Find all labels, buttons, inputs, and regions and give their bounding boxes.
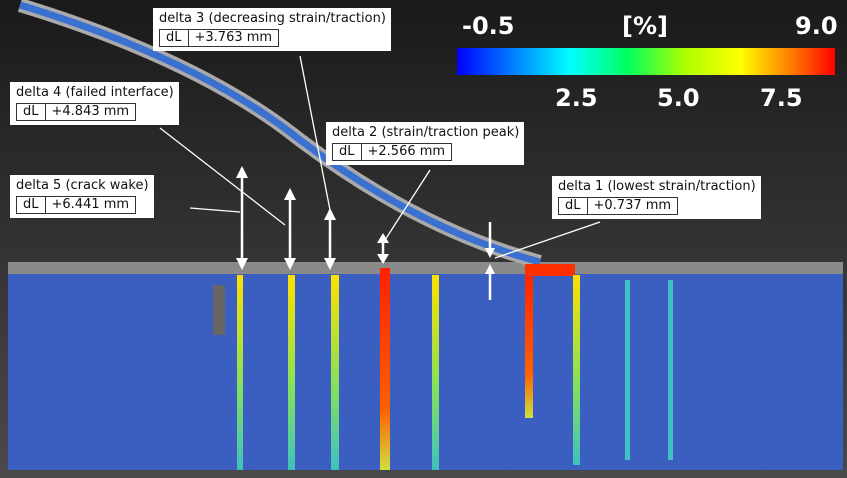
- annotation-value: +3.763 mm: [188, 30, 279, 46]
- colorbar-tick: 7.5: [760, 84, 803, 112]
- annotation-value: +6.441 mm: [45, 197, 136, 213]
- annotation-box: delta 5 (crack wake) dL+6.441 mm: [10, 175, 154, 218]
- annotation-title: delta 5 (crack wake): [16, 178, 149, 194]
- colorbar-min: -0.5: [462, 12, 514, 40]
- annotation-key: dL: [333, 144, 361, 160]
- annotation-title: delta 4 (failed interface): [16, 85, 174, 101]
- crack: [380, 268, 390, 470]
- annotation-key: dL: [17, 197, 45, 213]
- crack: [432, 275, 439, 470]
- colorbar-unit: [%]: [622, 12, 668, 40]
- crack: [668, 280, 673, 460]
- interface: [8, 262, 843, 274]
- annotation-title: delta 2 (strain/traction peak): [332, 125, 519, 141]
- colorbar-tick: 2.5: [555, 84, 598, 112]
- annotation-value: +0.737 mm: [587, 198, 678, 214]
- annotation-row: dL+4.843 mm: [16, 103, 136, 121]
- crack: [525, 268, 533, 418]
- annotation-box: delta 4 (failed interface) dL+4.843 mm: [10, 82, 179, 125]
- crack: [331, 275, 339, 470]
- annotation-box: delta 3 (decreasing strain/traction) dL+3…: [153, 8, 391, 51]
- strain-image: [0, 0, 847, 478]
- annotation-box: delta 1 (lowest strain/traction) dL+0.737…: [552, 176, 761, 219]
- annotation-key: dL: [160, 30, 188, 46]
- marker: [213, 285, 225, 335]
- specimen: [8, 270, 843, 470]
- annotation-row: dL+0.737 mm: [558, 197, 678, 215]
- annotation-row: dL+2.566 mm: [332, 143, 452, 161]
- annotation-key: dL: [559, 198, 587, 214]
- annotation-value: +2.566 mm: [361, 144, 452, 160]
- colorbar: [457, 48, 835, 75]
- annotation-row: dL+6.441 mm: [16, 196, 136, 214]
- crack: [237, 275, 243, 470]
- crack: [625, 280, 630, 460]
- annotation-title: delta 3 (decreasing strain/traction): [159, 11, 386, 27]
- annotation-title: delta 1 (lowest strain/traction): [558, 179, 756, 195]
- annotation-value: +4.843 mm: [45, 104, 136, 120]
- annotation-key: dL: [17, 104, 45, 120]
- annotation-box: delta 2 (strain/traction peak) dL+2.566 m…: [326, 122, 524, 165]
- annotation-row: dL+3.763 mm: [159, 29, 279, 47]
- screenshot: -0.5 [%] 9.0 2.5 5.0 7.5 delta 3 (decrea…: [0, 0, 847, 478]
- crack: [573, 275, 580, 465]
- colorbar-max: 9.0: [795, 12, 838, 40]
- crack: [288, 275, 295, 470]
- colorbar-tick: 5.0: [657, 84, 700, 112]
- crack: [525, 264, 575, 276]
